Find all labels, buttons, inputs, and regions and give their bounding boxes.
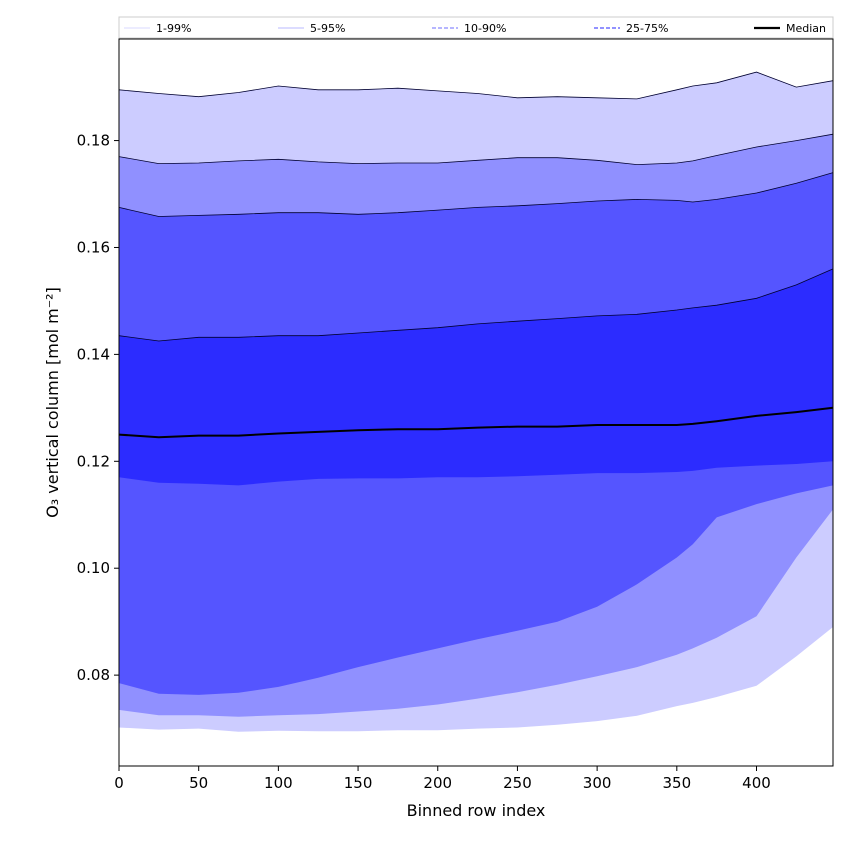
x-tick-label: 150: [344, 774, 373, 792]
y-axis-label: O₃ vertical column [mol m⁻²]: [43, 287, 62, 518]
x-tick-label: 200: [423, 774, 452, 792]
x-tick-label: 50: [189, 774, 208, 792]
x-ticks: 0 50 100 150 200 250 300 350 400: [114, 766, 771, 792]
x-tick-label: 300: [583, 774, 612, 792]
legend-label: 10-90%: [464, 22, 506, 35]
legend-label: Median: [786, 22, 826, 35]
y-ticks: 0.08 0.10 0.12 0.14 0.16 0.18: [77, 132, 119, 684]
band-upper-line-10-90%: [118, 172, 834, 217]
band-upper-line-1-99%: [118, 71, 834, 100]
x-axis-label: Binned row index: [407, 801, 546, 820]
x-tick-label: 100: [264, 774, 293, 792]
x-tick-label: 0: [114, 774, 124, 792]
y-tick-label: 0.12: [77, 452, 110, 470]
legend-box: [118, 16, 834, 39]
legend-label: 25-75%: [626, 22, 668, 35]
plot-frame: [118, 38, 834, 767]
bands-layer: [118, 71, 834, 732]
band-25-75%: [119, 268, 833, 486]
median-layer: [118, 406, 834, 439]
x-tick-label: 250: [503, 774, 532, 792]
legend: 1-99% 5-95% 10-90% 25-75% Median: [118, 16, 834, 39]
y-tick-label: 0.08: [77, 666, 110, 684]
median-line: [118, 406, 834, 439]
legend-label: 1-99%: [156, 22, 191, 35]
y-tick-label: 0.16: [77, 238, 110, 256]
x-tick-label: 400: [742, 774, 771, 792]
x-tick-label: 350: [662, 774, 691, 792]
y-tick-label: 0.14: [77, 345, 110, 363]
y-tick-label: 0.18: [77, 132, 110, 150]
legend-label: 5-95%: [310, 22, 345, 35]
band-upper-line-25-75%: [118, 268, 834, 342]
band-upper-line-5-95%: [118, 133, 834, 166]
y-tick-label: 0.10: [77, 559, 110, 577]
